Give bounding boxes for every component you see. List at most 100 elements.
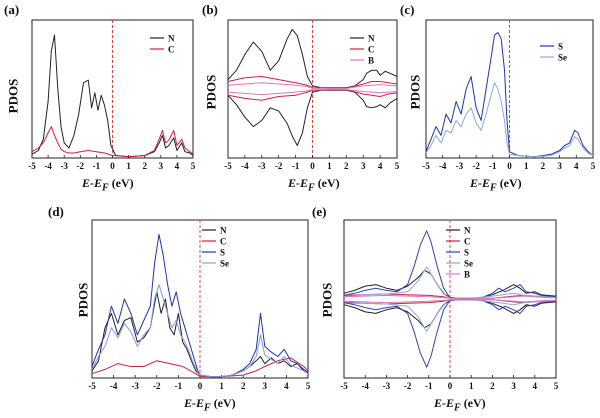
x-tick-label: 2 (241, 381, 246, 391)
x-tick-label: -3 (60, 161, 68, 171)
legend-label-n: N (220, 226, 227, 236)
x-tick-label: -1 (489, 161, 497, 171)
x-tick-label: 4 (574, 161, 579, 171)
x-tick-label: 1 (469, 381, 474, 391)
x-tick-label: -3 (258, 161, 266, 171)
x-tick-label: -2 (77, 161, 85, 171)
series-line-n (227, 28, 398, 89)
legend-label-c: C (168, 45, 175, 55)
series-line-n (91, 291, 309, 378)
x-tick-label: 1 (219, 381, 224, 391)
x-tick-label: -4 (241, 161, 249, 171)
x-tick-label: -2 (275, 161, 283, 171)
x-tick-label: 4 (378, 161, 383, 171)
legend-label-c: C (464, 237, 471, 247)
xlabel-a: E-EF (eV) (82, 176, 134, 193)
xlabel-b: E-EF (eV) (288, 176, 340, 193)
xlabel-e-sub: F (454, 402, 461, 414)
x-tick-label: -2 (404, 381, 412, 391)
xlabel-b-unit: (eV) (314, 176, 340, 190)
xlabel-c-main: E-E (470, 176, 491, 190)
x-tick-label: -2 (472, 161, 480, 171)
x-tick-label: 3 (511, 381, 516, 391)
xlabel-a-unit: (eV) (108, 176, 134, 190)
x-tick-label: -4 (439, 161, 447, 171)
xlabel-d-unit: (eV) (210, 396, 236, 410)
xlabel-d: E-EF (eV) (184, 396, 236, 413)
xlabel-d-main: E-E (184, 396, 205, 410)
x-tick-label: 5 (191, 161, 196, 171)
x-tick-label: 1 (126, 161, 131, 171)
legend-label-s: S (220, 248, 225, 258)
panel-letter-c: (c) (400, 2, 415, 17)
x-tick-label: -5 (340, 381, 348, 391)
legend-label-n: N (464, 226, 471, 236)
panel-d: (d) PDOS -5 -4 -3 -2 -1 0 1 2 3 4 5 N C S Se E-EF (eV) (40, 200, 320, 418)
legend-label-s: S (558, 42, 563, 52)
xlabel-a-main: E-E (82, 176, 103, 190)
x-tick-label: -4 (110, 381, 118, 391)
series-line-b-down (343, 299, 556, 304)
x-tick-label: -3 (131, 381, 139, 391)
x-tick-label: -3 (383, 381, 391, 391)
series-line-b (227, 82, 398, 89)
xlabel-c-unit: (eV) (496, 176, 522, 190)
x-tick-label: 4 (284, 381, 289, 391)
series-line-c (31, 126, 194, 158)
legend-label-se: Se (464, 259, 473, 269)
x-tick-label: -5 (224, 161, 232, 171)
legend-label-c: C (368, 45, 375, 55)
panel-a: (a) PDOS -5 -4 -3 -2 -1 0 1 2 3 4 5 N C E-EF (eV) (0, 0, 200, 200)
x-tick-label: -2 (153, 381, 161, 391)
series-line-b-down (227, 89, 398, 96)
x-tick-label: -3 (456, 161, 464, 171)
legend-label-b: B (464, 270, 470, 280)
x-tick-label: -5 (88, 381, 96, 391)
legend-label-b: B (368, 56, 374, 66)
legend-label-n: N (168, 34, 175, 44)
xlabel-d-sub: F (204, 402, 211, 414)
x-tick-label: -5 (422, 161, 430, 171)
legend-label-se: Se (558, 53, 567, 63)
panel-b: (b) PDOS -5 -4 -3 -2 -1 0 1 2 3 4 5 N C B E-EF (eV) (200, 0, 400, 200)
xlabel-e-main: E-E (434, 396, 455, 410)
x-tick-label: 0 (110, 161, 115, 171)
plot-frame (343, 219, 557, 379)
legend-label-c: C (220, 237, 227, 247)
x-tick-label: -1 (175, 381, 183, 391)
x-tick-label: 2 (541, 161, 546, 171)
panel-letter-b: (b) (202, 2, 218, 17)
panel-letter-e: (e) (312, 204, 327, 219)
series-line-s-down (343, 299, 557, 368)
x-tick-label: 5 (306, 381, 311, 391)
legend-label-n: N (368, 34, 375, 44)
panel-letter-a: (a) (4, 2, 20, 17)
series-line-c (91, 357, 309, 378)
xlabel-c-sub: F (490, 182, 497, 194)
x-tick-label: 0 (198, 381, 203, 391)
xlabel-a-sub: F (102, 182, 109, 194)
x-tick-label: 0 (448, 381, 453, 391)
panel-e: (e) PDOS -5 -4 -3 -2 -1 0 1 2 3 4 5 N C S Se B E-EF (eV… (310, 200, 600, 418)
x-tick-label: -4 (361, 381, 369, 391)
x-tick-label: 0 (310, 161, 315, 171)
x-tick-label: 5 (395, 161, 400, 171)
x-tick-label: 3 (557, 161, 562, 171)
x-tick-label: 3 (159, 161, 164, 171)
chart-b: -5 -4 -3 -2 -1 0 1 2 3 4 5 NCB (224, 19, 400, 171)
x-tick-label: -1 (292, 161, 300, 171)
series-line-s (343, 230, 557, 299)
x-tick-label: 5 (554, 381, 559, 391)
x-tick-label: -1 (93, 161, 101, 171)
series-line-s (425, 32, 594, 158)
series-line-n (31, 34, 194, 158)
panel-c: (c) PDOS -5 -4 -3 -2 -1 0 1 2 3 4 5 S Se E-EF (eV) (400, 0, 600, 200)
x-tick-label: 3 (361, 161, 366, 171)
xlabel-b-sub: F (308, 182, 315, 194)
x-tick-label: 4 (175, 161, 180, 171)
xlabel-c: E-EF (eV) (470, 176, 522, 193)
x-tick-label: 2 (142, 161, 147, 171)
legend-label-s: S (464, 248, 469, 258)
